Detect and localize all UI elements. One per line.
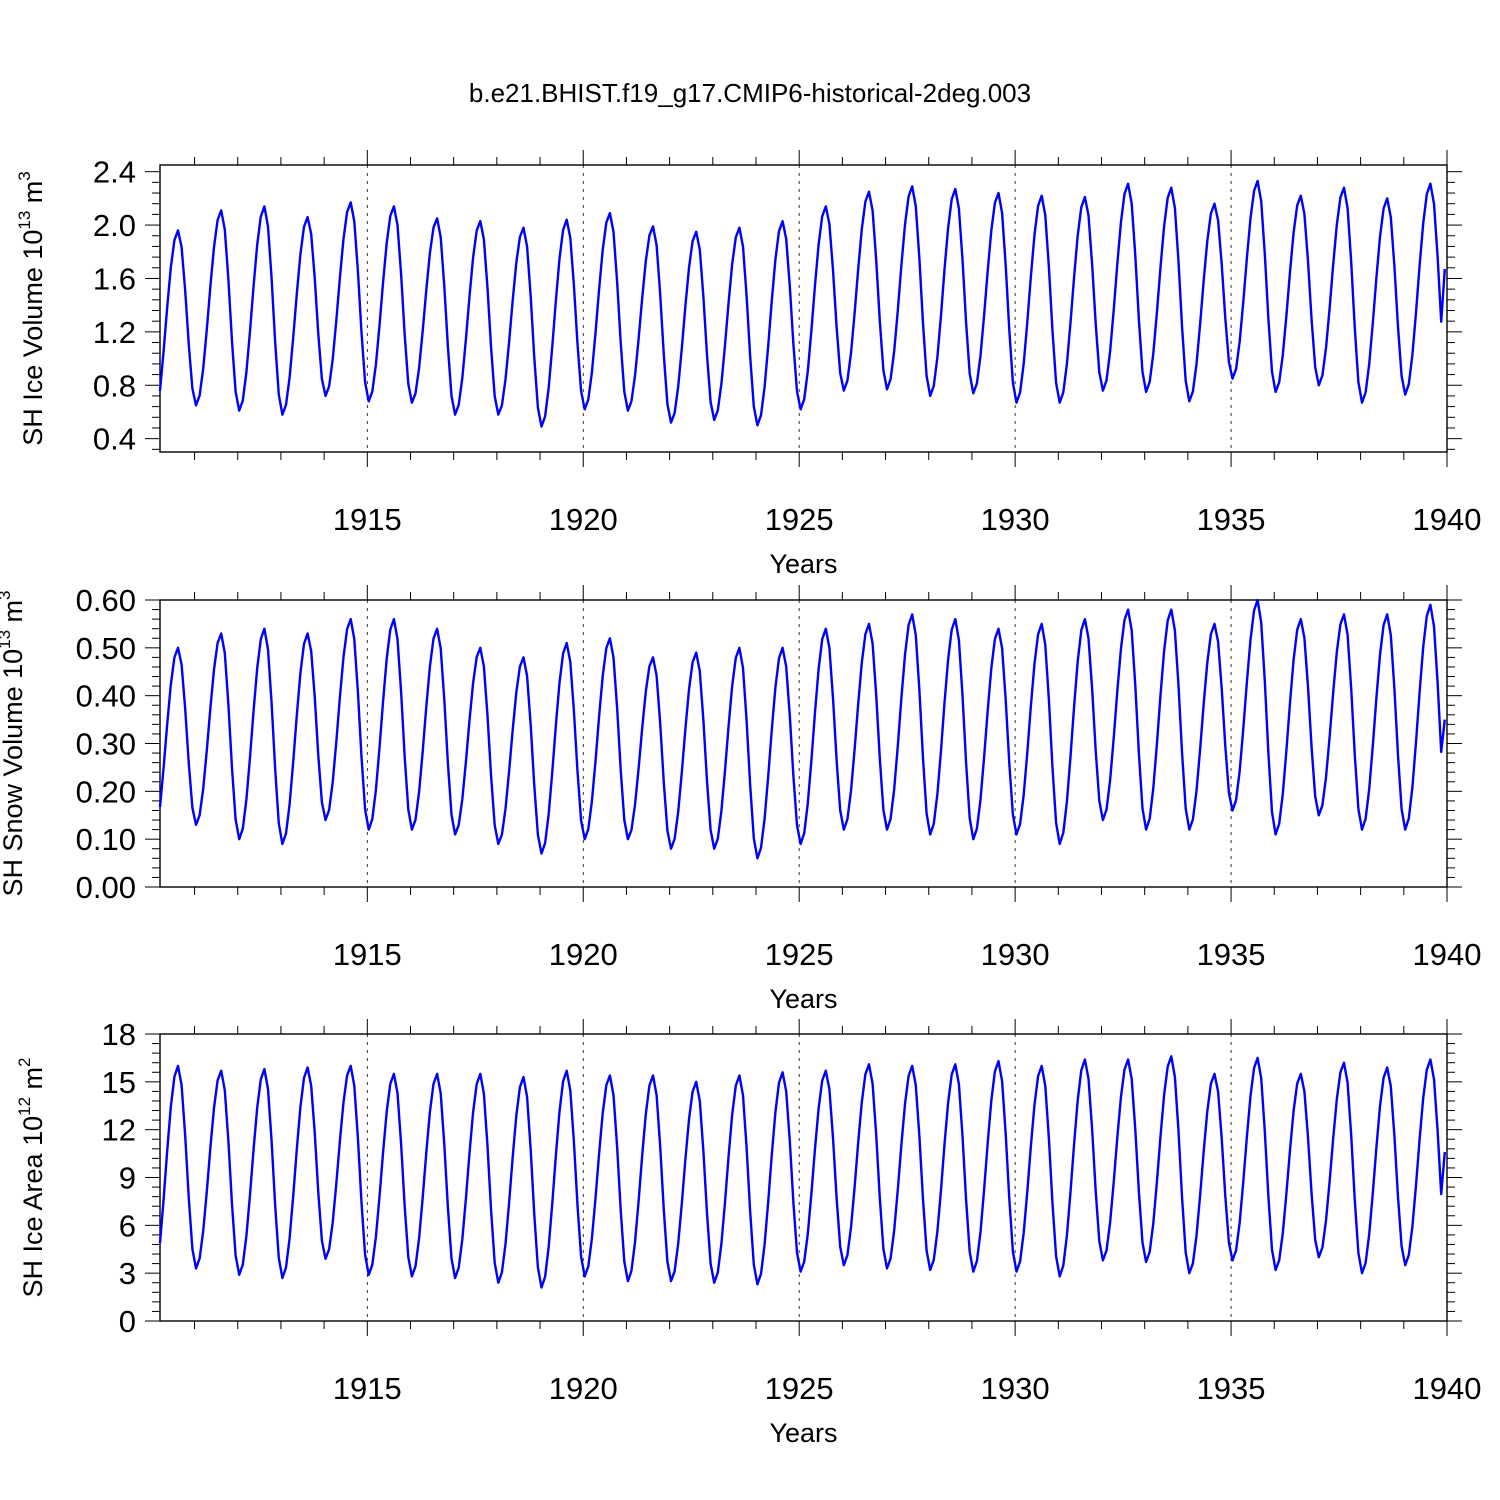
y-tick-label: 0.40 <box>76 679 136 714</box>
panel-2: 1915 1920 1925 1930 1935 1940 Years 0.00 0.10 0.2… <box>0 583 1481 1014</box>
y-tick-label: 0 <box>119 1304 136 1339</box>
y-tick-label: 0.8 <box>93 368 136 403</box>
x-tick-label: 1920 <box>549 502 618 537</box>
y-tick-label: 12 <box>102 1113 136 1148</box>
panel-3: 1915 1920 1925 1930 1935 1940 Years 0 3 6 9 12 15 18 S… <box>15 1017 1481 1448</box>
y-tick-label: 1.6 <box>93 261 136 296</box>
x-tick-label: 1920 <box>549 1371 618 1406</box>
x-tick-label: 1915 <box>333 502 402 537</box>
x-tick-label: 1940 <box>1413 1371 1482 1406</box>
series-line <box>158 1055 1446 1289</box>
y-axis-title: SH Ice Volume 1013 m3 <box>15 171 48 446</box>
x-axis-title: Years <box>769 549 837 579</box>
y-axis-title: SH Snow Volume 1013 m3 <box>0 590 28 896</box>
x-tick-label: 1915 <box>333 937 402 972</box>
x-axis-title: Years <box>769 1418 837 1448</box>
y-tick-label: 15 <box>102 1065 136 1100</box>
y-tick-label: 0.30 <box>76 727 136 762</box>
y-tick-label: 0.10 <box>76 822 136 857</box>
x-axis-title: Years <box>769 984 837 1014</box>
x-tick-label: 1930 <box>981 1371 1050 1406</box>
x-tick-label: 1915 <box>333 1371 402 1406</box>
x-tick-label: 1935 <box>1197 1371 1266 1406</box>
y-axis-title: SH Ice Area 1012 m2 <box>15 1058 48 1298</box>
y-tick-label: 1.2 <box>93 315 136 350</box>
plot-frame <box>159 164 1448 453</box>
y-tick-label: 6 <box>119 1208 136 1243</box>
series-line <box>158 598 1446 860</box>
x-tick-label: 1935 <box>1197 502 1266 537</box>
y-tick-label: 3 <box>119 1256 136 1291</box>
x-tick-label: 1940 <box>1413 502 1482 537</box>
panel-1: 1915 1920 1925 1930 1935 1940 Years 0.4 0.8 1.2 1.… <box>15 150 1481 579</box>
y-tick-label: 2.4 <box>93 155 136 190</box>
plot-frame <box>159 599 1448 888</box>
x-tick-label: 1925 <box>765 502 834 537</box>
x-tick-label: 1920 <box>549 937 618 972</box>
figure-title: b.e21.BHIST.f19_g17.CMIP6-historical-2de… <box>469 78 1031 108</box>
y-tick-label: 0.4 <box>93 422 136 457</box>
x-tick-label: 1935 <box>1197 937 1266 972</box>
x-tick-label: 1930 <box>981 502 1050 537</box>
y-tick-label: 18 <box>102 1017 136 1052</box>
y-tick-label: 0.50 <box>76 631 136 666</box>
x-tick-label: 1925 <box>765 1371 834 1406</box>
y-tick-label: 2.0 <box>93 208 136 243</box>
y-tick-label: 9 <box>119 1161 136 1196</box>
x-tick-label: 1940 <box>1413 937 1482 972</box>
x-tick-label: 1925 <box>765 937 834 972</box>
series-line <box>158 179 1446 428</box>
y-tick-label: 0.00 <box>76 870 136 905</box>
x-tick-label: 1930 <box>981 937 1050 972</box>
y-tick-label: 0.60 <box>76 583 136 618</box>
y-tick-label: 0.20 <box>76 774 136 809</box>
